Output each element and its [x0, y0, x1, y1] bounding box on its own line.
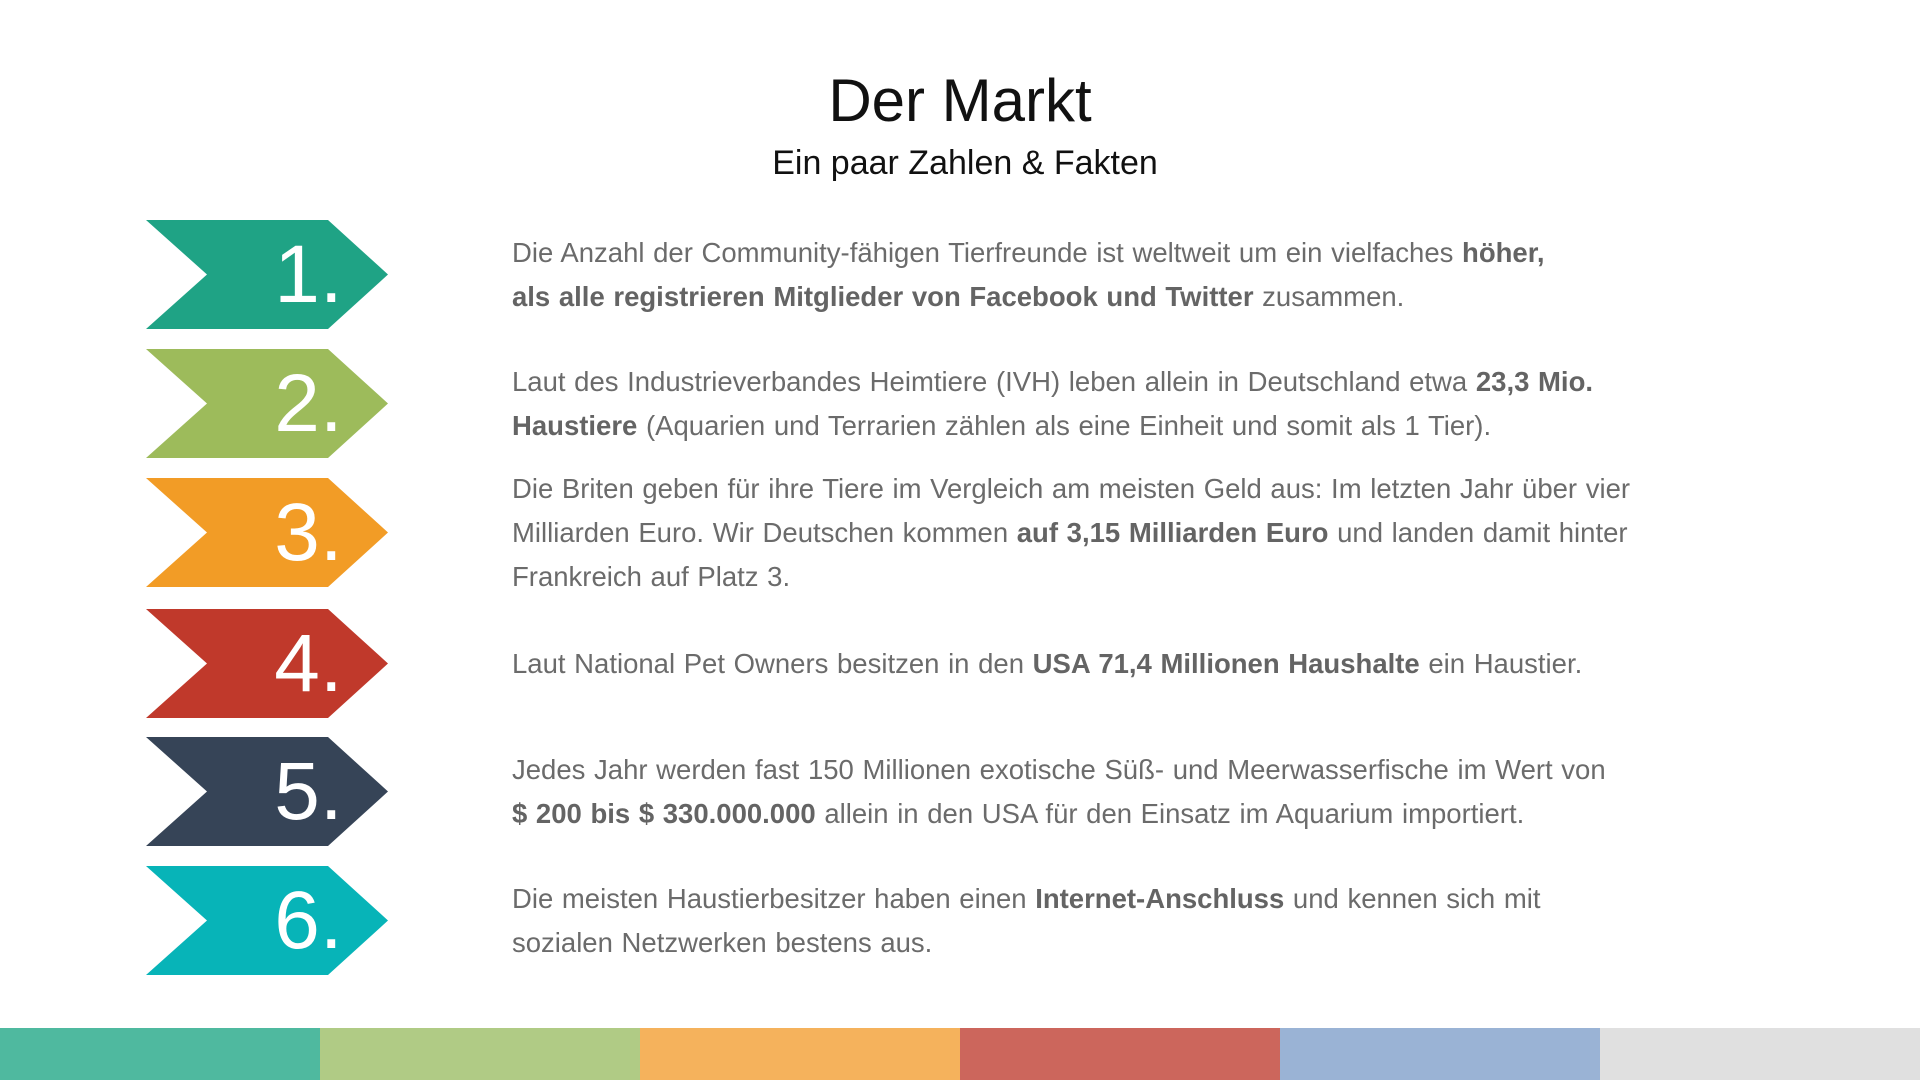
fact-item: 3. Die Briten geben für ihre Tiere im Ver…	[0, 473, 1920, 592]
chevron-badge: 4.	[146, 609, 388, 718]
text-segment: Die Anzahl der Community-fähigen Tierfre…	[512, 236, 1463, 268]
highlight-text: höher,	[1462, 236, 1545, 268]
chevron-shape	[146, 349, 388, 458]
chevron-badge: 2.	[146, 349, 388, 458]
fact-text-line: Milliarden Euro. Wir Deutschen kommen au…	[512, 511, 1752, 555]
highlight-text: als alle registrieren Mitglieder von Fac…	[512, 280, 1254, 312]
fact-item: 1. Die Anzahl der Community-fähigen Tierf…	[0, 220, 1920, 329]
fact-text-line: Die meisten Haustierbesitzer haben einen…	[512, 877, 1752, 921]
color-bar-segment	[320, 1028, 640, 1080]
chevron-badge: 1.	[146, 220, 388, 329]
fact-item: 4. Laut National Pet Owners besitzen in d…	[0, 609, 1920, 718]
text-segment: Die Briten geben für ihre Tiere im Vergl…	[512, 472, 1631, 504]
text-segment: Milliarden Euro. Wir Deutschen kommen	[512, 516, 1017, 548]
fact-text: Jedes Jahr werden fast 150 Millionen exo…	[512, 737, 1752, 846]
text-segment: Jedes Jahr werden fast 150 Millionen exo…	[512, 753, 1606, 785]
fact-text: Die Briten geben für ihre Tiere im Vergl…	[512, 473, 1752, 592]
chevron-shape	[146, 220, 388, 329]
highlight-text: Haustiere	[512, 409, 638, 441]
fact-text-line: als alle registrieren Mitglieder von Fac…	[512, 275, 1752, 319]
fact-text-line: Die Briten geben für ihre Tiere im Vergl…	[512, 467, 1752, 511]
color-bar-segment	[0, 1028, 320, 1080]
fact-text: Die meisten Haustierbesitzer haben einen…	[512, 866, 1752, 975]
chevron-shape	[146, 609, 388, 718]
color-bar-segment	[1280, 1028, 1600, 1080]
text-segment: und kennen sich mit	[1284, 882, 1541, 914]
fact-text-line: Jedes Jahr werden fast 150 Millionen exo…	[512, 748, 1752, 792]
page-title: Der Markt	[828, 67, 1092, 134]
fact-item: 6. Die meisten Haustierbesitzer haben ein…	[0, 866, 1920, 975]
fact-number: 3.	[274, 487, 343, 578]
text-segment: Frankreich auf Platz 3.	[512, 560, 791, 592]
footer-color-bar	[0, 1028, 1920, 1080]
chevron-badge: 3.	[146, 478, 388, 587]
color-bar-segment	[960, 1028, 1280, 1080]
fact-text: Die Anzahl der Community-fähigen Tierfre…	[512, 220, 1752, 329]
fact-text-line: Laut National Pet Owners besitzen in den…	[512, 642, 1752, 686]
fact-text-line: Laut des Industrieverbandes Heimtiere (I…	[512, 360, 1752, 404]
chevron-badge: 6.	[146, 866, 388, 975]
fact-number: 6.	[274, 875, 343, 966]
chevron-shape	[146, 737, 388, 846]
fact-text-line: Haustiere (Aquarien und Terrarien zählen…	[512, 404, 1752, 448]
fact-text-line: sozialen Netzwerken bestens aus.	[512, 921, 1752, 965]
color-bar-segment	[640, 1028, 960, 1080]
fact-text: Laut National Pet Owners besitzen in den…	[512, 609, 1752, 718]
page-subtitle: Ein paar Zahlen & Fakten	[772, 144, 1158, 182]
chevron-shape	[146, 866, 388, 975]
text-segment: allein in den USA für den Einsatz im Aqu…	[815, 797, 1525, 829]
text-segment: zusammen.	[1253, 280, 1405, 312]
fact-number: 2.	[274, 358, 343, 449]
chevron-shape	[146, 478, 388, 587]
fact-number: 5.	[274, 746, 343, 837]
highlight-text: auf 3,15 Milliarden Euro	[1016, 516, 1329, 548]
fact-number: 1.	[274, 229, 343, 320]
chevron-badge: 5.	[146, 737, 388, 846]
text-segment: ein Haustier.	[1419, 647, 1583, 679]
color-bar-segment	[1600, 1028, 1920, 1080]
highlight-text: 23,3 Mio.	[1475, 365, 1594, 397]
highlight-text: Internet-Anschluss	[1035, 882, 1285, 914]
fact-item: 2. Laut des Industrieverbandes Heimtiere …	[0, 349, 1920, 458]
fact-text-line: Frankreich auf Platz 3.	[512, 555, 1752, 599]
highlight-text: USA 71,4 Millionen Haushalte	[1032, 647, 1420, 679]
text-segment: und landen damit hinter	[1328, 516, 1628, 548]
text-segment: Die meisten Haustierbesitzer haben einen	[512, 882, 1036, 914]
text-segment: sozialen Netzwerken bestens aus.	[512, 926, 933, 958]
text-segment: (Aquarien und Terrarien zählen als eine …	[637, 409, 1492, 441]
fact-text-line: $ 200 bis $ 330.000.000 allein in den US…	[512, 792, 1752, 836]
text-segment: Laut National Pet Owners besitzen in den	[512, 647, 1033, 679]
fact-item: 5. Jedes Jahr werden fast 150 Millionen e…	[0, 737, 1920, 846]
fact-number: 4.	[274, 618, 343, 709]
fact-text: Laut des Industrieverbandes Heimtiere (I…	[512, 349, 1752, 458]
highlight-text: $ 200 bis $ 330.000.000	[512, 797, 816, 829]
fact-text-line: Die Anzahl der Community-fähigen Tierfre…	[512, 231, 1752, 275]
text-segment: Laut des Industrieverbandes Heimtiere (I…	[512, 365, 1476, 397]
